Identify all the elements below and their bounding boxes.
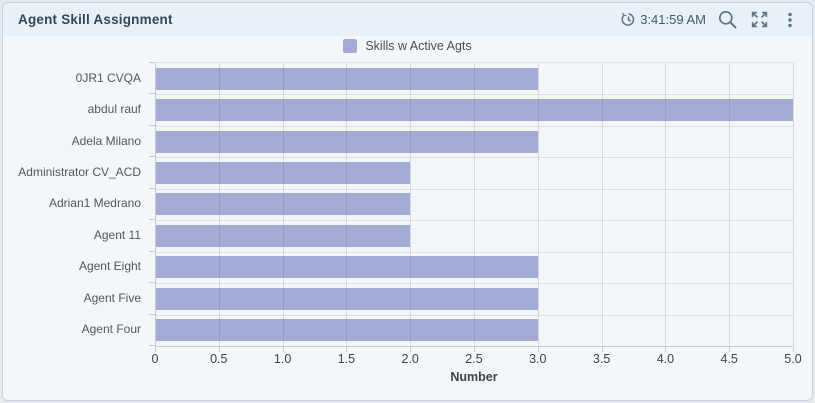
bar[interactable]: [155, 256, 538, 279]
legend-item[interactable]: Skills w Active Agts: [3, 39, 812, 53]
x-axis-title: Number: [450, 370, 498, 384]
bar-row: [155, 63, 793, 94]
x-axis-tick-label: 0: [151, 352, 159, 366]
search-button[interactable]: [716, 8, 739, 31]
grid-line: [793, 63, 794, 346]
bar[interactable]: [155, 162, 411, 185]
expand-arrows-icon: [751, 11, 768, 28]
bars-layer: [155, 63, 793, 346]
x-axis-tick-label: 1.5: [337, 352, 356, 366]
bar[interactable]: [155, 99, 793, 122]
search-icon: [718, 10, 737, 29]
x-axis-tick-labels: 0 0.5 1.0 1.5 2.0 2.5 3.0 3.5 4.0 4.5 5.0: [151, 352, 802, 368]
bar-row: [155, 157, 793, 188]
x-axis-tick-label: 3.0: [529, 352, 547, 366]
bar-row: [155, 126, 793, 157]
refresh-time-label: 3:41:59 AM: [640, 12, 706, 27]
x-axis-tick-label: 2.0: [401, 352, 419, 366]
bar-row: [155, 315, 793, 346]
bar[interactable]: [155, 224, 411, 247]
kebab-vertical-icon: [788, 12, 792, 27]
category-label: Adela Milano: [71, 133, 141, 148]
bar[interactable]: [155, 193, 411, 216]
x-axis-tick-label: 4.0: [656, 352, 675, 366]
x-axis-tick-label: 4.5: [720, 352, 738, 366]
category-label: Agent Eight: [78, 259, 141, 274]
bar-row: [155, 94, 793, 125]
plot-area: [149, 62, 794, 352]
category-label: Administrator CV_ACD: [18, 165, 141, 180]
x-axis-tick-label: 0.5: [210, 352, 228, 366]
category-label: abdul rauf: [87, 102, 141, 117]
category-label: Agent Four: [81, 322, 141, 337]
more-options-button[interactable]: [780, 10, 800, 30]
legend-label: Skills w Active Agts: [365, 39, 472, 53]
header-toolbar: 3:41:59 AM: [621, 8, 812, 31]
category-label: 0JR1 CVQA: [75, 70, 141, 85]
x-axis-tick-label: 5.0: [784, 352, 802, 366]
category-label: Agent 11: [93, 227, 141, 242]
bar-row: [155, 220, 793, 251]
legend-swatch: [343, 39, 358, 53]
x-axis-tick-label: 3.5: [592, 352, 611, 366]
refresh-time: 3:41:59 AM: [621, 12, 706, 27]
page-title: Agent Skill Assignment: [18, 12, 173, 27]
bar[interactable]: [155, 67, 538, 90]
bar[interactable]: [155, 287, 538, 310]
bar[interactable]: [155, 319, 538, 342]
fullscreen-button[interactable]: [749, 9, 770, 30]
bar-row: [155, 189, 793, 220]
category-label: Agent Five: [83, 290, 141, 305]
y-axis-labels: 0JR1 CVQA abdul rauf Adela Milano Administr…: [3, 62, 149, 345]
bar[interactable]: [155, 130, 538, 153]
bar-row: [155, 252, 793, 283]
widget-header: Agent Skill Assignment 3:41:59 AM: [3, 3, 812, 36]
category-label: Adrian1 Medrano: [48, 196, 141, 211]
x-axis-tick-label: 2.5: [465, 352, 483, 366]
x-axis-tick-label: 1.0: [273, 352, 292, 366]
bar-row: [155, 283, 793, 314]
clock-history-icon: [621, 12, 635, 26]
